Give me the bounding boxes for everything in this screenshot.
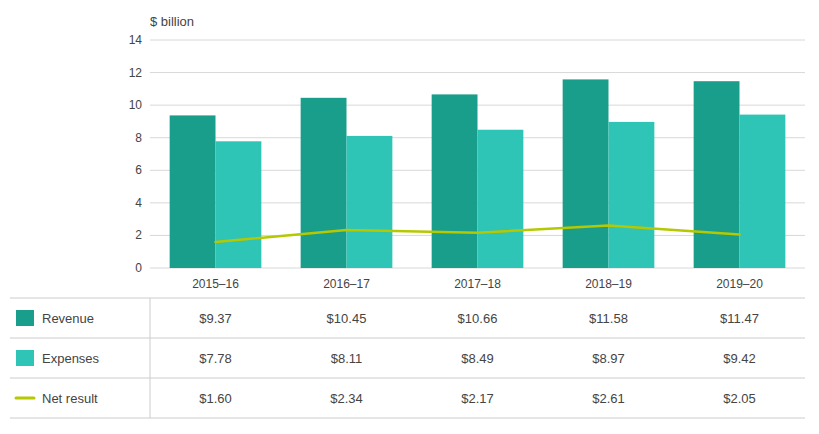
x-tick-label: 2015–16	[192, 277, 239, 291]
data-label: $8.11	[331, 351, 363, 366]
bar	[740, 115, 786, 268]
data-label: $10.45	[327, 311, 367, 326]
data-label: $7.78	[199, 351, 232, 366]
chart: $ billion 0 2 4 6 8 10 12 14 2015–16 2016–17 2017–1…	[0, 0, 819, 434]
y-axis: 0 2 4 6 8 10 12 14	[129, 33, 805, 275]
table-rule	[150, 298, 151, 418]
grid-line	[150, 72, 805, 73]
y-tick-label: 10	[129, 98, 143, 112]
table-rule	[10, 338, 805, 339]
y-tick-label: 12	[129, 66, 143, 80]
bar	[432, 94, 478, 268]
y-tick-label: 2	[135, 228, 142, 242]
legend-swatch	[16, 310, 34, 326]
y-tick-label: 0	[135, 261, 142, 275]
bar	[216, 141, 262, 268]
legend-swatch	[16, 397, 34, 400]
grid-line	[150, 40, 805, 41]
data-label: $2.17	[461, 391, 494, 406]
bar	[347, 136, 393, 268]
y-tick-label: 4	[135, 196, 142, 210]
data-label: $11.47	[720, 311, 759, 326]
data-label: $10.66	[458, 311, 498, 326]
line	[216, 225, 740, 241]
data-label: $8.97	[592, 351, 625, 366]
bar	[609, 122, 655, 268]
legend-label: Expenses	[42, 351, 100, 366]
bar	[694, 81, 740, 268]
data-table: Revenue $9.37 $10.45 $10.66 $11.58 $11.47 Expe…	[10, 298, 805, 418]
data-label: $1.60	[199, 391, 232, 406]
data-label: $9.42	[723, 351, 756, 366]
x-axis: 2015–16 2016–17 2017–18 2018–19 2019–20	[192, 277, 763, 291]
y-tick-label: 14	[129, 33, 143, 47]
data-label: $2.34	[330, 391, 363, 406]
table-rule	[10, 378, 805, 379]
data-label: $2.05	[723, 391, 756, 406]
table-rule	[10, 418, 805, 419]
data-label: $8.49	[461, 351, 494, 366]
y-tick-label: 8	[135, 131, 142, 145]
legend-label: Revenue	[42, 311, 94, 326]
x-tick-label: 2016–17	[323, 277, 370, 291]
data-label: $11.58	[589, 311, 628, 326]
legend-swatch	[16, 350, 34, 366]
plot-area	[170, 79, 786, 268]
x-tick-label: 2017–18	[454, 277, 501, 291]
x-tick-label: 2019–20	[716, 277, 763, 291]
bar	[563, 79, 609, 268]
legend-label: Net result	[42, 391, 98, 406]
y-axis-label: $ billion	[150, 14, 194, 29]
y-tick-label: 6	[135, 163, 142, 177]
bar	[301, 98, 347, 268]
data-label: $9.37	[199, 311, 232, 326]
x-tick-label: 2018–19	[585, 277, 632, 291]
table-rule	[10, 298, 805, 299]
bar	[478, 130, 524, 268]
bar	[170, 115, 216, 268]
data-label: $2.61	[592, 391, 625, 406]
